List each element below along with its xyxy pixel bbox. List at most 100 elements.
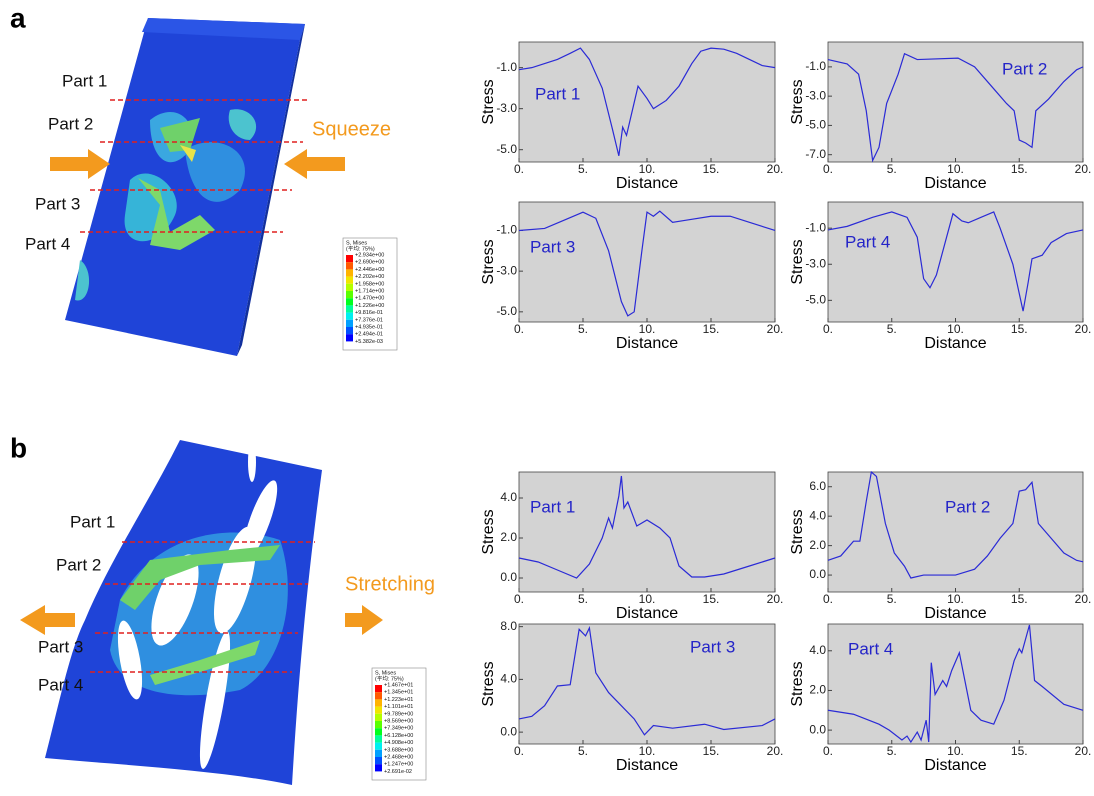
legend-value: +2.690e+00 [355, 260, 384, 266]
x-tick-label: 15. [703, 592, 720, 606]
x-tick-label: 5. [887, 322, 897, 336]
legend-value: +1.247e+00 [384, 762, 413, 768]
legend-value: +2.494e-01 [355, 332, 383, 338]
x-tick-label: 5. [578, 592, 588, 606]
y-axis-label: Stress [480, 661, 497, 706]
y-tick-label: 0.0 [809, 567, 826, 581]
legend-value: +1.345e+01 [384, 690, 413, 696]
part-label: Part 4 [25, 234, 70, 253]
y-tick-label: -1.0 [805, 59, 826, 73]
legend-swatch [346, 255, 353, 262]
x-tick-label: 0. [514, 162, 524, 176]
plot-area [519, 472, 775, 592]
legend-value: +2.468e+00 [384, 754, 413, 760]
legend-value: +1.467e+01 [384, 682, 413, 688]
y-tick-label: 2.0 [809, 683, 826, 697]
legend-value: +8.569e+00 [384, 718, 413, 724]
y-tick-label: 8.0 [500, 619, 517, 633]
part-label: Part 2 [48, 114, 93, 133]
load-label: Squeeze [312, 118, 391, 140]
x-axis-label: Distance [616, 335, 678, 352]
chart-annotation: Part 4 [845, 232, 890, 251]
legend-swatch [375, 743, 382, 750]
chart-annotation: Part 1 [535, 84, 580, 103]
legend-swatch [346, 269, 353, 276]
x-tick-label: 10. [639, 592, 656, 606]
x-tick-label: 5. [887, 592, 897, 606]
part-label: Part 3 [38, 637, 83, 656]
line-chart: 0.5.10.15.20.0.02.04.0DistanceStressPart… [789, 624, 1091, 774]
x-tick-label: 20. [767, 592, 784, 606]
legend-value: +4.935e-01 [355, 324, 383, 330]
y-tick-label: -5.0 [805, 118, 826, 132]
legend-value: +1.101e+01 [384, 704, 413, 710]
legend-swatch [375, 757, 382, 764]
y-axis-label: Stress [480, 239, 497, 284]
x-axis-label: Distance [616, 175, 678, 192]
x-tick-label: 10. [947, 592, 964, 606]
legend-value: +2.202e+00 [355, 274, 384, 280]
y-tick-label: 2.0 [500, 530, 517, 544]
x-tick-label: 15. [1011, 162, 1028, 176]
legend-value: +4.908e+00 [384, 740, 413, 746]
legend-swatch [375, 714, 382, 721]
y-axis-label: Stress [789, 79, 806, 124]
y-axis-label: Stress [480, 509, 497, 554]
part-label: Part 1 [62, 71, 107, 90]
y-tick-label: -7.0 [805, 147, 826, 161]
x-tick-label: 5. [578, 322, 588, 336]
legend-value: +1.714e+00 [355, 288, 384, 294]
color-legend: S, Mises(平均: 75%)+2.934e+00+2.690e+00+2.… [343, 238, 397, 350]
legend-value: +9.789e+00 [384, 711, 413, 717]
y-tick-label: -3.0 [805, 256, 826, 270]
x-tick-label: 20. [767, 744, 784, 758]
x-tick-label: 0. [514, 322, 524, 336]
x-tick-label: 15. [703, 322, 720, 336]
chart-annotation: Part 2 [1002, 59, 1047, 78]
x-tick-label: 5. [578, 744, 588, 758]
part-label: Part 1 [70, 512, 115, 531]
y-tick-label: -5.0 [805, 293, 826, 307]
figure: aPart 1Part 2Part 3Part 4SqueezeS, Mises… [0, 0, 1094, 796]
y-tick-label: 4.0 [809, 508, 826, 522]
legend-swatch [346, 305, 353, 312]
legend-value: +1.958e+00 [355, 281, 384, 287]
legend-swatch [375, 735, 382, 742]
x-tick-label: 20. [1075, 162, 1092, 176]
color-legend: S, Mises(平均: 75%)+1.467e+01+1.345e+01+1.… [372, 668, 426, 780]
y-tick-label: -5.0 [496, 142, 517, 156]
x-tick-label: 15. [1011, 322, 1028, 336]
fem-model-b [45, 440, 322, 785]
legend-swatch [375, 685, 382, 692]
legend-value: +7.349e+00 [384, 726, 413, 732]
line-chart: 0.5.10.15.20.-1.0-3.0-5.0-7.0DistanceStr… [789, 42, 1091, 192]
legend-value: +2.446e+00 [355, 267, 384, 273]
legend-swatch [375, 707, 382, 714]
y-tick-label: 4.0 [500, 490, 517, 504]
x-tick-label: 0. [823, 592, 833, 606]
legend-value: +1.470e+00 [355, 296, 384, 302]
legend-value: +3.688e+00 [384, 747, 413, 753]
legend-swatch [346, 298, 353, 305]
x-tick-label: 15. [703, 162, 720, 176]
plot-area [519, 624, 775, 744]
y-axis-label: Stress [789, 661, 806, 706]
legend-swatch [375, 721, 382, 728]
x-tick-label: 20. [1075, 744, 1092, 758]
legend-swatch [375, 764, 382, 771]
legend-value: +5.382e-03 [355, 339, 383, 345]
x-tick-label: 15. [703, 744, 720, 758]
y-tick-label: -1.0 [805, 220, 826, 234]
y-axis-label: Stress [789, 239, 806, 284]
chart-annotation: Part 4 [848, 639, 893, 658]
part-label: Part 4 [38, 675, 83, 694]
legend-subtitle: (平均: 75%) [375, 674, 404, 682]
x-tick-label: 15. [1011, 744, 1028, 758]
panel-letter: b [10, 432, 27, 463]
y-tick-label: 0.0 [500, 570, 517, 584]
x-tick-label: 0. [823, 744, 833, 758]
y-tick-label: 6.0 [809, 479, 826, 493]
x-axis-label: Distance [616, 757, 678, 774]
legend-swatch [346, 327, 353, 334]
legend-value: +6.128e+00 [384, 733, 413, 739]
